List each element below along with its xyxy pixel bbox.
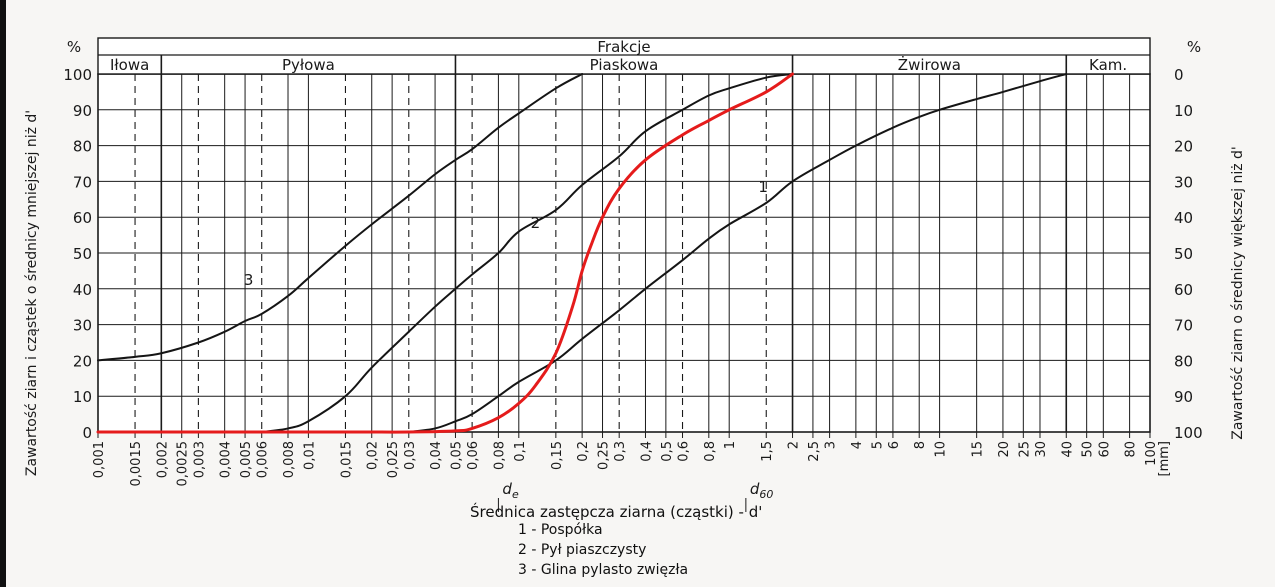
x-tick-label: 100 [1144, 441, 1159, 466]
x-tick-label: 0,03 [403, 441, 418, 470]
y-unit-right: % [1187, 38, 1201, 56]
x-tick-label: 3 [824, 441, 839, 449]
y-tick-right: 50 [1174, 245, 1193, 263]
y-tick-left: 60 [73, 209, 92, 227]
x-tick-label: 0,4 [639, 441, 654, 462]
y-tick-left: 20 [73, 352, 92, 370]
left-edge-strip [0, 0, 6, 587]
x-tick-label: 0,5 [660, 441, 675, 462]
x-tick-label: 15 [971, 441, 986, 458]
fraction-label: Piaskowa [590, 56, 659, 74]
x-tick-label: 0,01 [302, 441, 317, 470]
x-tick-label: 0,05 [449, 441, 464, 470]
marker-subscript: e [512, 488, 519, 501]
y-tick-right: 60 [1174, 281, 1193, 299]
curve-label-1: 1 [758, 178, 768, 196]
legend: 1 - Pospółka 2 - Pył piaszczysty 3 - Gli… [518, 520, 688, 580]
x-tick-label: 0,3 [613, 441, 628, 462]
y-unit-left: % [67, 38, 81, 56]
fraction-label: Żwirowa [898, 55, 961, 74]
x-tick-label: 0,008 [282, 441, 297, 478]
x-tick-label: 0,15 [550, 441, 565, 470]
curve-series-3 [97, 73, 584, 362]
x-tick-label: 0,005 [239, 441, 254, 478]
x-tick-label: 0,015 [339, 441, 354, 478]
curve-series-1 [407, 73, 1068, 433]
y-tick-left: 30 [73, 317, 92, 335]
x-tick-label: 0,004 [219, 441, 234, 478]
x-tick-label: 6 [887, 441, 902, 449]
x-tick-label: 0,2 [576, 441, 591, 462]
fraction-label: Iłowa [110, 56, 149, 74]
y-tick-left: 0 [82, 424, 92, 442]
y-tick-right: 80 [1174, 352, 1193, 370]
x-unit-label: [mm] [1157, 441, 1172, 476]
x-tick-label: 0,002 [155, 441, 170, 478]
y-tick-left: 10 [73, 388, 92, 406]
curve-series-2 [260, 73, 794, 433]
x-tick-label: 0,6 [677, 441, 692, 462]
y-tick-left: 40 [73, 281, 92, 299]
y-tick-right: 70 [1174, 317, 1193, 335]
y-tick-right: 20 [1174, 138, 1193, 156]
x-tick-label: 40 [1060, 441, 1075, 458]
x-tick-label: 4 [850, 441, 865, 449]
fraction-header-box [97, 37, 1151, 75]
fraction-label: Pyłowa [282, 56, 335, 74]
x-tick-label: 30 [1034, 441, 1049, 458]
y-axis-title-left: Zawartość ziarn i cząstek o średnicy mni… [24, 110, 40, 476]
curve-label-2: 2 [531, 214, 541, 232]
legend-item-2: 2 - Pył piaszczysty [518, 542, 647, 558]
x-tick-label: 0,0025 [176, 441, 191, 487]
x-tick-label: 2 [787, 441, 802, 449]
x-tick-label: 60 [1097, 441, 1112, 458]
x-tick-label: 20 [997, 441, 1012, 458]
x-tick-label: 0,025 [386, 441, 401, 478]
marker-label-d60: d60 [750, 480, 774, 501]
y-tick-left: 70 [73, 173, 92, 191]
legend-item-1: 1 - Pospółka [518, 522, 603, 538]
x-tick-label: 0,0015 [129, 441, 144, 487]
y-tick-left: 80 [73, 138, 92, 156]
y-tick-right: 0 [1174, 66, 1184, 84]
marker-subscript: 60 [759, 488, 773, 501]
marker-label-de: de [502, 480, 519, 501]
x-tick-label: 0,006 [256, 441, 271, 478]
fraction-label: Kam. [1089, 56, 1127, 74]
y-tick-left: 50 [73, 245, 92, 263]
x-tick-label: 10 [934, 441, 949, 458]
y-tick-right: 100 [1174, 424, 1203, 442]
x-tick-label: 0,003 [192, 441, 207, 478]
x-tick-label: 0,8 [703, 441, 718, 462]
x-tick-label: 8 [913, 441, 928, 449]
x-tick-label: 0,02 [366, 441, 381, 470]
y-tick-right: 40 [1174, 209, 1193, 227]
x-tick-label: 0,1 [513, 441, 528, 462]
curve-red-overlay [96, 72, 795, 434]
x-tick-label: 80 [1124, 441, 1139, 458]
y-tick-right: 10 [1174, 102, 1193, 120]
x-tick-label: 50 [1081, 441, 1096, 458]
x-tick-label: 1,5 [760, 441, 775, 462]
y-tick-left: 100 [63, 66, 92, 84]
y-tick-left: 90 [73, 102, 92, 120]
x-tick-label: 1 [723, 441, 738, 449]
x-tick-label: 2,5 [807, 441, 822, 462]
x-tick-label: 0,001 [92, 441, 107, 478]
x-tick-label: 5 [870, 441, 885, 449]
x-tick-label: 0,08 [492, 441, 507, 470]
x-tick-label: 25 [1017, 441, 1032, 458]
legend-item-3: 3 - Glina pylasto zwięzła [518, 562, 689, 578]
curve-label-3: 3 [244, 271, 254, 289]
x-tick-label: 0,06 [466, 441, 481, 470]
fraction-header-title: Frakcje [597, 38, 650, 56]
x-tick-label: 0,04 [429, 441, 444, 470]
y-tick-right: 30 [1174, 173, 1193, 191]
x-axis-title: Średnica zastępcza ziarna (cząstki) - d' [470, 503, 763, 521]
y-tick-right: 90 [1174, 388, 1193, 406]
y-axis-title-right: Zawartość ziarn o średnicy większej niż … [1230, 146, 1246, 440]
x-tick-label: 0,25 [597, 441, 612, 470]
